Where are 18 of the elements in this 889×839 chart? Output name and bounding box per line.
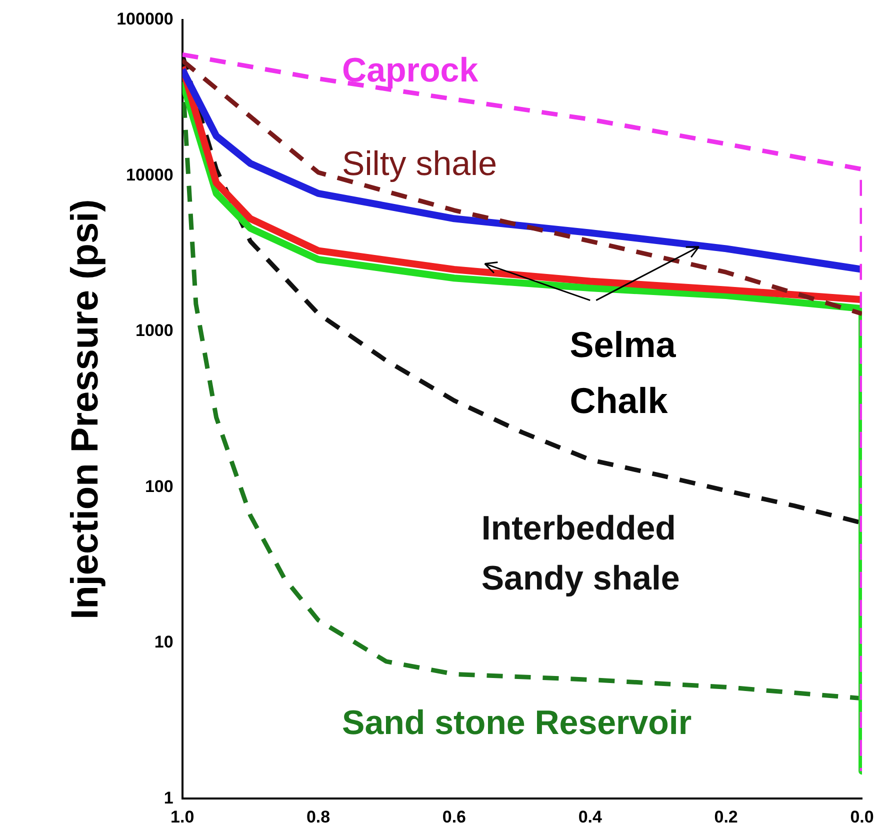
x-tick-label: 0.6	[442, 807, 466, 826]
y-tick-label: 1	[164, 788, 174, 808]
series-label: Caprock	[342, 52, 478, 90]
x-tick-label: 1.0	[170, 807, 194, 826]
y-tick-label: 1000	[136, 321, 174, 340]
series-label: Sand stone Reservoir	[342, 704, 692, 742]
x-tick-label: 0.2	[714, 807, 738, 826]
y-tick-label: 10000	[126, 165, 174, 184]
series-label: Interbedded Sandy shale	[481, 509, 680, 598]
y-tick-label: 10	[154, 632, 174, 652]
x-tick-label: 0.0	[850, 807, 874, 826]
series-label: Silty shale	[342, 144, 498, 183]
x-tick-label: 0.8	[306, 807, 330, 826]
x-tick-label: 0.4	[578, 807, 602, 826]
y-tick-label: 100000	[116, 10, 174, 29]
y-tick-label: 100	[144, 476, 174, 496]
y-axis-title: Injection Pressure (psi)	[64, 199, 106, 620]
annotation: Selma Chalk	[570, 324, 677, 421]
